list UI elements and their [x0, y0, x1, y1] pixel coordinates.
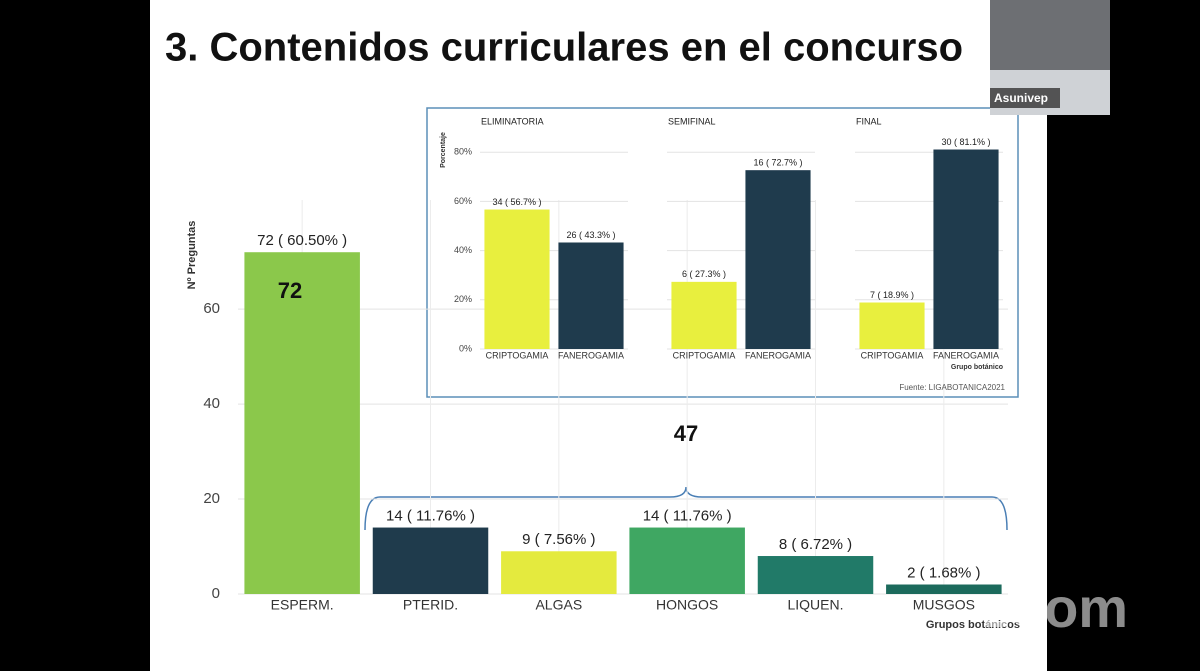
y-axis-label: Porcentaje	[440, 132, 447, 168]
webcam-label-bg	[990, 88, 1060, 108]
annotation: 47	[674, 421, 698, 446]
webcam-label: Asunivep	[994, 91, 1048, 105]
slide-title: 3. Contenidos curriculares en el concurs…	[165, 26, 963, 70]
bar	[671, 281, 737, 349]
x-tick-label: ALGAS	[535, 597, 582, 613]
y-tick-label: 40%	[454, 245, 472, 255]
value-label: 8 ( 6.72% )	[779, 536, 852, 553]
value-label: 9 ( 7.56% )	[522, 531, 595, 548]
facet-title: FINAL	[856, 116, 882, 126]
y-axis-label: Nº Preguntas	[186, 221, 198, 290]
x-tick-label: ESPERM.	[271, 597, 334, 613]
value-label: 7 ( 18.9% )	[870, 290, 914, 300]
x-tick-label: FANEROGAMIA	[558, 350, 624, 360]
plots: 0 20 40 60 72 ( 60.50% ) ESPERM. 14 ( 11.76% )…	[186, 116, 1020, 631]
y-tick-label: 0	[212, 585, 220, 602]
bar	[484, 209, 550, 349]
y-tick-label: 0%	[459, 343, 472, 353]
watermark: zoom	[982, 576, 1128, 639]
value-label: 30 ( 81.1% )	[941, 137, 990, 147]
bar	[558, 242, 624, 349]
facet-title: SEMIFINAL	[668, 116, 716, 126]
x-tick-label: FANEROGAMIA	[933, 350, 999, 360]
bar	[501, 551, 617, 594]
value-label: 72 ( 60.50% )	[257, 232, 347, 249]
bar	[745, 170, 811, 349]
y-tick-label: 20%	[454, 294, 472, 304]
bar	[629, 527, 745, 594]
value-label: 16 ( 72.7% )	[753, 158, 802, 168]
y-tick-label: 20	[203, 490, 220, 507]
y-tick-label: 80%	[454, 147, 472, 157]
x-axis-label: Grupo botánico	[951, 364, 1003, 371]
value-label: 14 ( 11.76% )	[643, 508, 732, 525]
bar	[859, 302, 925, 349]
bar	[757, 556, 874, 594]
x-tick-label: HONGOS	[656, 597, 718, 613]
x-axis-label: Grupos botánicos	[926, 619, 1020, 631]
x-tick-label: PTERID.	[403, 597, 458, 613]
bar	[372, 527, 489, 594]
bar	[886, 584, 1002, 594]
x-tick-label: MUSGOS	[913, 597, 975, 613]
value-label: 2 ( 1.68% )	[907, 564, 980, 581]
x-tick-label: CRIPTOGAMIA	[861, 350, 924, 360]
x-tick-label: LIQUEN.	[787, 597, 843, 613]
facet-title: ELIMINATORIA	[481, 116, 544, 126]
value-label: 26 ( 43.3% )	[566, 230, 615, 240]
value-label: 6 ( 27.3% )	[682, 269, 726, 279]
x-tick-label: CRIPTOGAMIA	[673, 350, 736, 360]
value-label: 14 ( 11.76% )	[386, 508, 475, 525]
y-tick-label: 60	[203, 300, 220, 317]
annotation: 72	[278, 278, 302, 303]
bar	[933, 149, 999, 349]
x-tick-label: CRIPTOGAMIA	[486, 350, 549, 360]
y-tick-label: 40	[203, 395, 220, 412]
x-tick-label: FANEROGAMIA	[745, 350, 811, 360]
y-tick-label: 60%	[454, 196, 472, 206]
bar	[244, 252, 360, 595]
source: Fuente: LIGABOTANICA2021	[899, 383, 1005, 392]
value-label: 34 ( 56.7% )	[492, 197, 541, 207]
